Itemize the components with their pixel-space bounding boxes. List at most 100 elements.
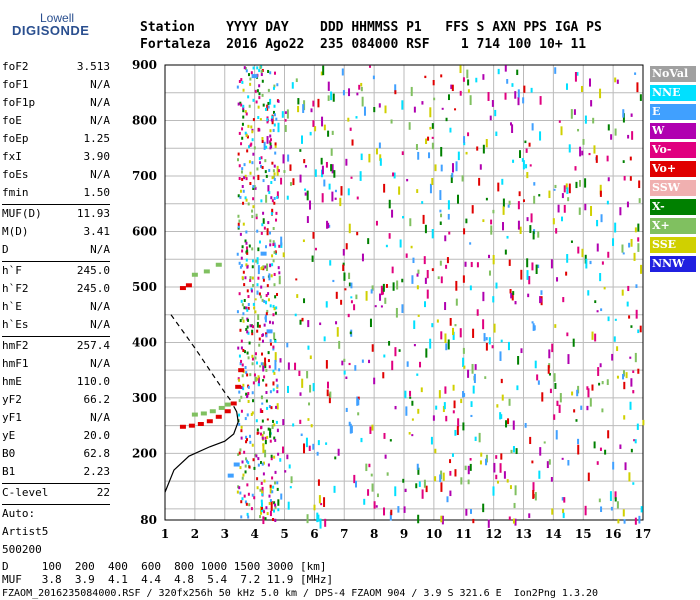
echo-mark <box>256 361 259 365</box>
param-name: yE <box>2 429 16 442</box>
echo-mark <box>242 312 245 316</box>
echo-mark <box>236 252 239 256</box>
param-value: N/A <box>90 168 110 181</box>
echo-mark <box>526 172 529 179</box>
echo-mark <box>264 170 267 174</box>
echo-mark <box>266 136 269 144</box>
echo-mark <box>520 269 523 280</box>
echo-mark <box>375 220 378 226</box>
echo-mark <box>256 290 259 295</box>
echo-mark <box>311 255 314 262</box>
echo-mark <box>287 501 290 510</box>
echo-mark <box>371 483 374 492</box>
echo-mark <box>243 494 246 498</box>
echo-mark <box>607 251 610 258</box>
echo-mark <box>269 140 272 144</box>
echo-mark <box>273 177 276 181</box>
echo-mark <box>572 338 575 347</box>
echo-mark <box>392 172 395 177</box>
echo-mark <box>406 178 409 182</box>
echo-mark <box>265 399 268 403</box>
param-value: N/A <box>90 357 110 370</box>
echo-mark <box>238 261 241 265</box>
echo-mark <box>249 373 252 377</box>
echo-mark <box>265 145 268 149</box>
echo-mark <box>371 424 374 431</box>
echo-mark <box>539 96 542 105</box>
echo-mark <box>423 301 426 308</box>
echo-mark <box>306 514 309 524</box>
echo-mark <box>422 214 425 224</box>
echo-mark <box>266 284 269 288</box>
echo-mark <box>280 493 283 500</box>
echo-mark <box>598 382 601 386</box>
echo-mark <box>531 123 534 131</box>
echo-mark <box>288 464 291 469</box>
echo-mark <box>581 248 584 258</box>
echo-mark <box>341 360 344 366</box>
echo-mark <box>467 465 470 475</box>
echo-mark <box>242 115 245 119</box>
echo-mark <box>525 164 528 169</box>
echo-mark <box>633 439 636 442</box>
echo-mark <box>320 157 323 165</box>
echo-mark <box>389 439 392 442</box>
echo-mark <box>479 460 482 465</box>
echo-mark <box>567 460 570 466</box>
echo-mark <box>255 454 258 458</box>
echo-mark <box>474 364 477 370</box>
echo-mark <box>599 447 602 451</box>
echo-mark <box>266 309 269 313</box>
echo-mark <box>265 506 268 510</box>
echo-mark <box>480 452 483 457</box>
echo-mark <box>248 145 251 149</box>
echo-mark <box>482 319 485 330</box>
echo-mark <box>266 418 269 421</box>
echo-mark <box>516 69 519 76</box>
echo-mark <box>600 308 603 312</box>
echo-mark <box>303 159 306 164</box>
echo-mark <box>559 393 562 403</box>
echo-mark <box>342 262 345 266</box>
echo-mark <box>614 222 617 233</box>
echo-mark <box>454 324 457 327</box>
x-tick-label: 14 <box>545 527 562 541</box>
echo-mark <box>326 389 329 397</box>
echo-mark <box>404 390 407 399</box>
echo-mark <box>245 459 248 463</box>
echo-mark <box>247 202 250 206</box>
echo-mark <box>260 362 263 366</box>
echo-mark <box>269 243 272 247</box>
echo-mark <box>268 502 271 506</box>
echo-mark <box>248 341 251 345</box>
echo-mark <box>578 207 581 215</box>
echo-mark <box>309 131 312 136</box>
echo-mark <box>238 413 241 417</box>
echo-mark <box>269 339 272 343</box>
param-row: foF2 3.513 <box>2 58 110 76</box>
echo-mark <box>269 432 272 436</box>
echo-mark <box>273 436 276 440</box>
echo-mark <box>553 373 556 382</box>
echo-mark <box>455 280 458 291</box>
echo-mark <box>276 191 279 199</box>
auto-line1: Auto: <box>2 507 36 520</box>
echo-mark <box>320 71 323 76</box>
echo-mark <box>379 293 382 301</box>
echo-mark <box>329 391 332 398</box>
echo-mark <box>424 75 427 79</box>
echo-mark <box>534 360 537 369</box>
echo-mark <box>248 434 251 438</box>
echo-mark <box>244 500 247 504</box>
echo-mark <box>267 359 270 363</box>
echo-mark <box>353 304 356 311</box>
echo-mark <box>522 199 525 203</box>
echo-mark <box>237 346 240 350</box>
param-value: 110.0 <box>76 375 110 388</box>
echo-mark <box>245 69 248 73</box>
echo-mark <box>252 302 255 306</box>
echo-mark <box>316 451 319 456</box>
echo-mark <box>261 339 264 343</box>
echo-mark <box>334 197 337 200</box>
echo-mark <box>343 358 346 362</box>
